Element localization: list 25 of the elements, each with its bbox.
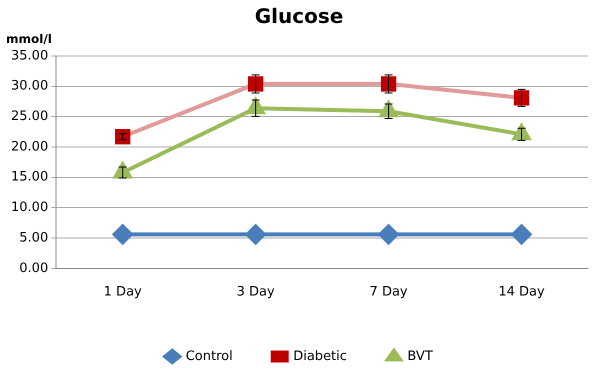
y-tick-label: 30.00 — [11, 78, 48, 94]
y-tick-label: 5.00 — [19, 230, 48, 246]
chart-title: Glucose — [254, 4, 344, 28]
y-tick-label: 0.00 — [19, 260, 48, 276]
point — [512, 224, 532, 244]
y-tick-label: 15.00 — [11, 170, 48, 185]
y-tick-label: 10.00 — [11, 200, 48, 216]
x-tick-label: 14 Day — [498, 284, 545, 300]
y-tick-label: 35.00 — [11, 48, 48, 64]
point — [380, 76, 396, 92]
y-tick-label: 20.00 — [11, 139, 48, 154]
point — [514, 90, 530, 106]
point — [248, 76, 264, 92]
legend-label: Diabetic — [293, 348, 347, 364]
point — [378, 224, 399, 244]
x-tick-label: 3 Day — [236, 284, 275, 300]
y-axis-title: mmol/l — [6, 32, 52, 46]
x-tick-label: 7 Day — [370, 284, 408, 300]
y-tick-label: 25.00 — [11, 109, 48, 124]
legend-label: BVT — [407, 348, 433, 364]
x-tick-label: 1 Day — [104, 284, 142, 300]
point — [115, 129, 130, 144]
point — [246, 224, 266, 244]
legend-label: Control — [186, 348, 233, 364]
point — [112, 224, 133, 244]
